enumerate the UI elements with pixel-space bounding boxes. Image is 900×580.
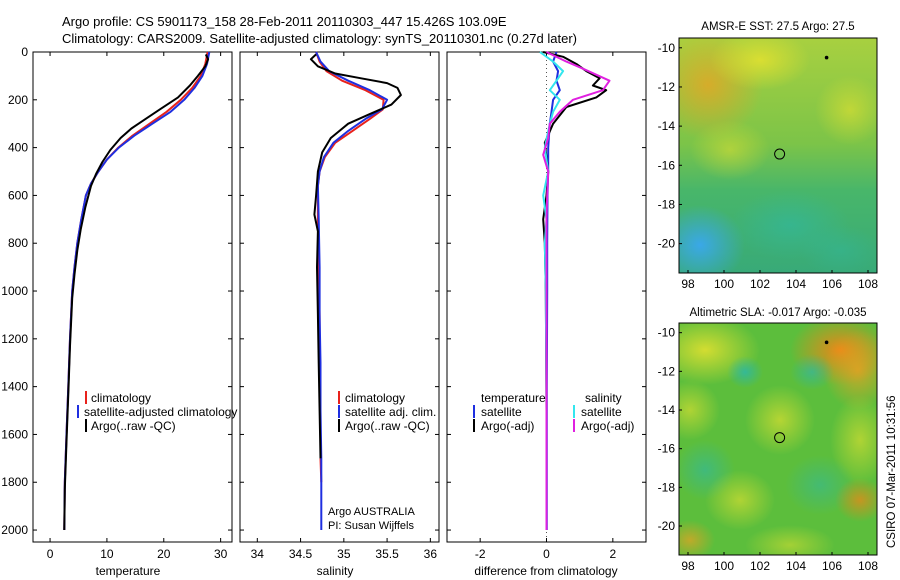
salinity-series-satellite: [315, 51, 389, 530]
temperature-ytick-label: 1200: [1, 332, 28, 346]
sla_map-ytick-label: -14: [658, 403, 676, 417]
sst-map-title: AMSR-E SST: 27.5 Argo: 27.5: [701, 21, 854, 33]
sst_map-ytick-label: -12: [658, 80, 676, 94]
sst_map-xtick-label: 98: [681, 277, 695, 291]
legend-label-sal-satellite: satellite: [581, 405, 622, 419]
sla_map-xtick-label: 104: [786, 559, 806, 573]
temperature-ytick-label: 400: [8, 141, 28, 155]
sst_map-ytick-label: -10: [658, 41, 676, 55]
temperature-xtick-label: 0: [47, 547, 54, 561]
salinity-xtick-label: 35.5: [375, 547, 399, 561]
side-timestamp-container: CSIRO 07-Mar-2011 10:31:56: [881, 290, 900, 550]
salinity-series-argo-raw-qc: [309, 53, 402, 459]
sla_map-xtick-label: 102: [750, 559, 770, 573]
sla_map-ytick-label: -16: [658, 442, 676, 456]
difference-xtick-label: 2: [609, 547, 616, 561]
argo-owner-annotation: Argo AUSTRALIA: [328, 506, 415, 518]
legend-label-climatology: climatology: [91, 391, 151, 405]
sst-heatmap-field: [679, 38, 877, 273]
sla_map-profile-location-marker: [774, 432, 786, 444]
legend-label-temp-satellite: satellite: [481, 405, 522, 419]
salinity-panel: 34 34.5 35 35.5 36 salinity climatology sate…: [239, 51, 440, 578]
difference-panel: -2 0 2 difference from climatology tempera…: [446, 51, 647, 578]
temperature-ytick-label: 1800: [1, 475, 28, 489]
sst_map-ytick-label: -18: [658, 197, 676, 211]
sst-map-frame: [678, 37, 878, 274]
sst_map-ytick-label: -20: [658, 237, 676, 251]
legend-label-satellite: satellite adj. clim.: [345, 405, 436, 419]
sla_map-ytick-label: -10: [658, 326, 676, 340]
salinity-xlabel: salinity: [317, 564, 354, 578]
sst_map-xtick-label: 104: [786, 277, 806, 291]
sla_map-ytick-label: -12: [658, 364, 676, 378]
salinity-axes-frame: [239, 51, 440, 543]
sla_map-xtick-label: 106: [822, 559, 842, 573]
sst_map-previous-location-marker: [824, 55, 829, 60]
temperature-ytick-label: 1600: [1, 427, 28, 441]
sst-map-panel: AMSR-E SST: 27.5 Argo: 27.5 98 100 102 104 1…: [658, 21, 879, 291]
temperature-xlabel: temperature: [96, 564, 161, 578]
legend-label-climatology: climatology: [345, 391, 405, 405]
difference-legend: temperature salinity satellite Argo(-adj…: [473, 391, 634, 433]
sla-map-frame: [678, 322, 878, 556]
sst_map-xtick-label: 100: [714, 277, 734, 291]
legend-label-argo: Argo(..raw -QC): [345, 419, 430, 433]
side-timestamp-label: CSIRO 07-Mar-2011 10:31:56: [886, 395, 898, 548]
sst_map-xtick-label: 102: [750, 277, 770, 291]
temperature-ytick-label: 0: [21, 45, 28, 59]
sst_map-xtick-label: 108: [858, 277, 878, 291]
temperature-ytick-label: 2000: [1, 523, 28, 537]
temperature-legend: climatology satellite-adjusted climatolo…: [77, 391, 237, 433]
legend-label-satellite: satellite-adjusted climatology: [84, 405, 237, 419]
figure-title-line1: Argo profile: CS 5901173_158 28-Feb-2011…: [62, 14, 507, 29]
sst_map-ytick-label: -16: [658, 158, 676, 172]
salinity-xtick-label: 34.5: [289, 547, 313, 561]
salinity-xtick-label: 36: [424, 547, 438, 561]
sla_map-xtick-label: 100: [714, 559, 734, 573]
temperature-series-argo-raw-qc: [63, 53, 210, 531]
salinity-legend: climatology satellite adj. clim. Argo(..…: [338, 391, 436, 433]
sla_map-xtick-label: 108: [858, 559, 878, 573]
temperature-xtick-label: 30: [214, 547, 228, 561]
sst_map-ytick-label: -14: [658, 119, 676, 133]
salinity-xtick-label: 35: [337, 547, 351, 561]
sst_map-profile-location-marker: [774, 148, 786, 160]
sla_map-xtick-label: 98: [681, 559, 695, 573]
temperature-xtick-label: 10: [100, 547, 114, 561]
sla_map-ytick-label: -18: [658, 480, 676, 494]
temperature-xtick-label: 20: [157, 547, 171, 561]
difference-xtick-label: 0: [543, 547, 550, 561]
legend-header-salinity: salinity: [585, 391, 622, 405]
temperature-ytick-label: 600: [8, 188, 28, 202]
sla_map-previous-location-marker: [824, 340, 829, 345]
sla_map-ytick-label: -20: [658, 519, 676, 533]
legend-label-temp-argo: Argo(-adj): [481, 419, 534, 433]
difference-xtick-label: -2: [475, 547, 486, 561]
legend-label-sal-argo: Argo(-adj): [581, 419, 634, 433]
figure-title-line2: Climatology: CARS2009. Satellite-adjuste…: [62, 31, 577, 46]
temperature-ytick-label: 1000: [1, 284, 28, 298]
temperature-ytick-label: 1400: [1, 380, 28, 394]
temperature-panel: 0 10 20 30 0 200 400 600 800 1000 1200 1400 1600 1800…: [1, 45, 237, 578]
difference-series-salinity-satellite: [539, 51, 565, 530]
sla-map-panel: Altimetric SLA: -0.017 Argo: -0.035 98 10…: [658, 307, 879, 573]
sla-heatmap-field: [679, 323, 877, 555]
sla-map-title: Altimetric SLA: -0.017 Argo: -0.035: [689, 307, 866, 319]
pi-annotation: PI: Susan Wijffels: [328, 520, 414, 532]
temperature-ytick-label: 200: [8, 93, 28, 107]
difference-series-salinity-argo-adj: [542, 51, 611, 530]
sst_map-xtick-label: 106: [822, 277, 842, 291]
salinity-xtick-label: 34: [251, 547, 265, 561]
temperature-axes-frame: [32, 51, 233, 543]
difference-xlabel: difference from climatology: [474, 564, 617, 578]
temperature-ytick-label: 800: [8, 236, 28, 250]
legend-header-temperature: temperature: [481, 391, 546, 405]
legend-label-argo: Argo(..raw -QC): [91, 419, 176, 433]
